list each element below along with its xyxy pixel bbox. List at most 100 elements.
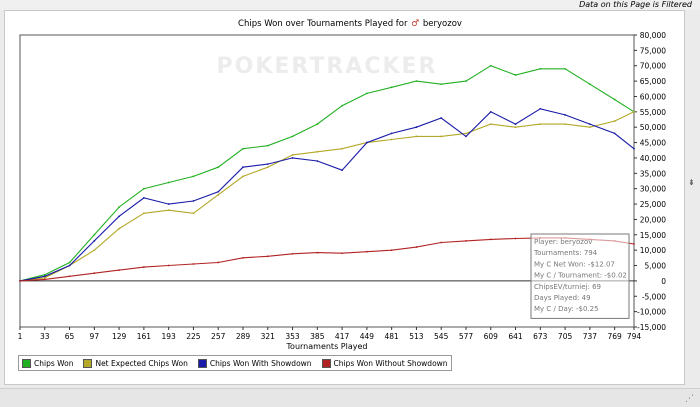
info-box-line: ChipsEV/turniej: 69 <box>534 283 601 291</box>
data-point <box>341 104 343 107</box>
y-tick-label: 50,000 <box>640 123 666 132</box>
data-point <box>440 135 443 138</box>
legend-swatch <box>321 358 331 368</box>
data-point <box>489 110 492 113</box>
x-tick-label: 129 <box>112 332 127 341</box>
data-point <box>316 123 319 126</box>
info-box-line: My C / Day: -$0.25 <box>534 305 599 313</box>
data-point <box>142 266 145 268</box>
y-tick-label: 40,000 <box>640 154 666 163</box>
data-point <box>564 67 566 70</box>
data-point <box>390 138 393 141</box>
data-point <box>514 74 517 76</box>
data-point <box>167 203 170 205</box>
data-point <box>93 240 96 242</box>
x-tick-label: 353 <box>285 332 300 341</box>
data-point <box>440 241 443 244</box>
info-box-line: Player: beryozov <box>534 238 592 246</box>
data-point <box>192 200 195 202</box>
y-tick-label: -15,000 <box>637 323 666 332</box>
legend-label: Chips Won With Showdown <box>209 358 312 368</box>
legend-label: Chips Won Without Showdown <box>333 358 448 368</box>
x-tick-label: 257 <box>211 332 226 341</box>
y-tick-label: 0 <box>661 277 666 286</box>
data-point <box>564 123 566 126</box>
player-name: beryozov <box>422 19 462 29</box>
data-point <box>514 123 517 126</box>
info-box-line: My C Net Won: -$12.07 <box>534 260 615 268</box>
y-tick-label: 30,000 <box>640 185 666 194</box>
data-point <box>316 251 319 254</box>
data-point <box>539 67 542 70</box>
data-point <box>68 261 71 264</box>
data-point <box>192 212 195 215</box>
data-point <box>613 98 616 101</box>
legend-item-with-showdown[interactable]: Chips Won With Showdown <box>197 358 312 368</box>
data-point <box>217 261 220 264</box>
y-tick-label: 35,000 <box>640 169 666 178</box>
data-point <box>43 276 46 279</box>
x-tick-label: 417 <box>335 332 350 341</box>
data-point <box>93 233 96 236</box>
data-point <box>291 153 294 156</box>
legend-item-without-showdown[interactable]: Chips Won Without Showdown <box>321 358 448 368</box>
chart-title: Chips Won over Tournaments Played for ♂ … <box>0 19 700 29</box>
data-point <box>341 169 343 172</box>
data-point <box>192 263 195 265</box>
legend-item-chips-won[interactable]: Chips Won <box>22 358 73 368</box>
data-point <box>489 123 492 126</box>
data-point <box>613 120 616 122</box>
x-tick-label: 1 <box>18 332 23 341</box>
data-point <box>539 123 542 126</box>
data-point <box>68 275 71 278</box>
y-tick-label: 70,000 <box>640 62 666 71</box>
x-tick-label: 449 <box>360 332 375 341</box>
watermark-text: POKERTRACKER <box>217 54 438 79</box>
data-point <box>539 107 542 110</box>
data-point <box>415 135 418 138</box>
expand-handle-icon[interactable]: ⇟ <box>688 178 695 187</box>
data-point <box>613 132 616 135</box>
data-point <box>390 132 393 135</box>
status-bar: ⋰ <box>0 388 700 407</box>
series-line-2 <box>19 108 635 282</box>
legend-item-net-expected[interactable]: Net Expected Chips Won <box>83 358 188 368</box>
data-point <box>465 132 467 135</box>
data-point <box>242 256 244 259</box>
y-tick-label: 25,000 <box>640 200 666 209</box>
data-point <box>465 80 467 83</box>
legend-label: Net Expected Chips Won <box>95 358 188 368</box>
data-point <box>365 92 368 95</box>
y-tick-label: 55,000 <box>640 108 666 117</box>
x-tick-label: 794 <box>627 332 642 341</box>
data-point <box>489 238 492 241</box>
data-point <box>390 249 393 252</box>
data-point <box>633 147 635 150</box>
y-tick-label: 65,000 <box>640 77 666 86</box>
legend-swatch <box>83 358 93 368</box>
data-point <box>242 175 244 178</box>
data-point <box>564 114 566 116</box>
data-point <box>465 135 467 138</box>
info-box-line: Tournaments: 794 <box>533 249 598 257</box>
data-point <box>633 243 635 245</box>
x-tick-label: 609 <box>484 332 499 341</box>
data-point <box>43 278 46 281</box>
data-point <box>43 275 46 278</box>
data-point <box>118 206 121 209</box>
x-tick-label: 577 <box>459 332 474 341</box>
filter-status-text: Data on this Page is Filtered <box>579 0 692 9</box>
data-point <box>118 269 121 272</box>
series-line-0 <box>19 65 635 282</box>
data-point <box>440 83 443 86</box>
x-tick-label: 673 <box>533 332 548 341</box>
x-tick-label: 481 <box>384 332 399 341</box>
x-tick-label: 641 <box>508 332 523 341</box>
x-tick-label: 769 <box>607 332 622 341</box>
resize-grip-icon[interactable]: ⋰ <box>685 394 694 404</box>
x-tick-label: 33 <box>40 332 50 341</box>
x-tick-label: 705 <box>558 332 573 341</box>
data-point <box>217 193 220 196</box>
data-point <box>415 246 418 248</box>
